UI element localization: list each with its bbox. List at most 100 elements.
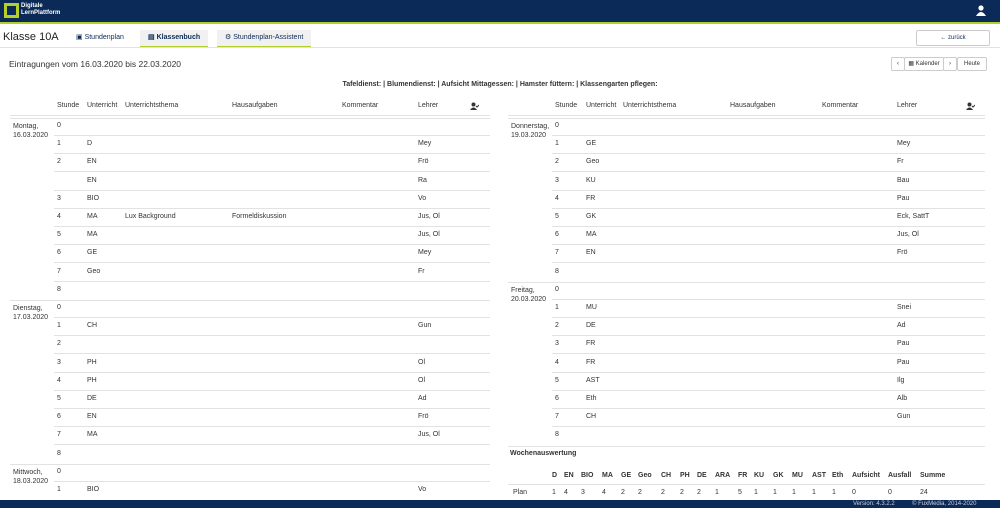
cell-unterricht: DE xyxy=(87,395,97,402)
group-line xyxy=(508,281,985,283)
column-header: Hausaufgaben xyxy=(232,102,278,109)
back-label: zurück xyxy=(948,35,966,41)
row-line xyxy=(552,226,985,227)
summary-value: 1 xyxy=(812,488,816,496)
cell-unterricht: GE xyxy=(586,140,597,148)
cell-stunde: 6 xyxy=(57,413,61,421)
tab-icon: ▤ xyxy=(148,34,157,41)
cell-stunde: 2 xyxy=(555,322,559,330)
cell-unterricht: PH xyxy=(87,358,97,366)
summary-header: MU xyxy=(792,471,803,479)
cell-unterricht: Eth xyxy=(586,395,597,402)
version: Version: 4.3.2.2 xyxy=(853,501,895,507)
next-button[interactable]: › xyxy=(943,57,957,71)
cell-lehrer: Frö xyxy=(897,249,908,257)
summary-header: DE xyxy=(697,471,707,479)
cell-unterricht: FR xyxy=(586,194,596,202)
summary-header: FR xyxy=(738,471,748,479)
cell-stunde: 7 xyxy=(57,431,61,439)
summary-header: EN xyxy=(564,471,574,479)
summary-value: 2 xyxy=(621,488,625,496)
cell-stunde: 0 xyxy=(555,285,559,293)
row-line xyxy=(54,262,490,264)
row-line xyxy=(54,371,490,373)
cell-stunde: 1 xyxy=(555,140,559,148)
cell-unterricht: Geo xyxy=(586,158,600,166)
column-header: Unterricht xyxy=(87,102,118,109)
cell-lehrer: Mey xyxy=(418,249,432,257)
cell-unterricht: EN xyxy=(87,158,97,166)
summary-header: Summe xyxy=(920,471,946,479)
logo-text[interactable]: Digitale LernPlattform xyxy=(21,3,60,17)
summary-title: Wochenauswertung xyxy=(510,449,577,457)
summary-header: Geo xyxy=(638,471,652,479)
summary-value: 1 xyxy=(754,488,758,496)
column-header: Lehrer xyxy=(418,102,439,109)
summary-header: MA xyxy=(602,471,613,479)
day-label: Mittwoch, 18.03.2020 xyxy=(13,468,49,485)
summary-header: CH xyxy=(661,471,672,479)
cell-unterricht: CH xyxy=(87,322,98,330)
teacher-icon xyxy=(966,102,976,112)
column-header: Kommentar xyxy=(342,102,379,109)
day-label: Dienstag, 17.03.2020 xyxy=(13,305,49,321)
cell-stunde: 8 xyxy=(57,285,61,293)
summary-value: 5 xyxy=(738,488,742,496)
row-line xyxy=(552,317,985,318)
cell-lehrer: Vo xyxy=(418,194,427,202)
cell-stunde: 8 xyxy=(555,267,559,275)
cell-lehrer: Pau xyxy=(897,358,910,366)
footer: Version: 4.3.2.2 © FuxMedia, 2014-2020 xyxy=(0,500,1000,508)
row-line xyxy=(54,426,490,428)
summary-value: 2 xyxy=(680,488,684,496)
cell-stunde: 0 xyxy=(57,304,61,311)
cell-stunde: 5 xyxy=(555,376,559,384)
row-line xyxy=(552,389,985,391)
column-header: Hausaufgaben xyxy=(730,102,776,109)
group-line xyxy=(10,118,490,119)
cell-lehrer: Eck, SattT xyxy=(897,213,930,220)
row-line xyxy=(54,408,490,409)
summary-value: 4 xyxy=(564,488,568,496)
cell-lehrer: Fr xyxy=(897,158,904,166)
cell-stunde: 0 xyxy=(57,467,61,475)
group-line xyxy=(10,463,490,465)
cell-stunde: 3 xyxy=(57,194,61,202)
tab[interactable]: ▣ Stundenplan xyxy=(68,30,132,46)
cell-stunde: 5 xyxy=(57,395,61,402)
cell-lehrer: Jus, Ol xyxy=(897,231,919,239)
cell-stunde: 2 xyxy=(57,158,61,166)
row-line xyxy=(552,335,985,337)
cell-lehrer: Jus, Ol xyxy=(418,213,440,220)
row-line xyxy=(552,371,985,373)
cell-unterricht: EN xyxy=(87,413,97,421)
column-header: Lehrer xyxy=(897,102,918,109)
logo-icon[interactable] xyxy=(4,3,19,18)
today-button[interactable]: Heute xyxy=(957,57,987,71)
user-icon[interactable] xyxy=(976,5,986,16)
summary-header: PH xyxy=(680,471,690,479)
calendar-button[interactable]: ▦ Kalender xyxy=(904,57,944,71)
cell-unterricht: EN xyxy=(586,249,596,257)
summary-value: 0 xyxy=(852,488,856,496)
row-line xyxy=(552,426,985,428)
cell-lehrer: Pau xyxy=(897,194,910,202)
back-button[interactable]: ← zurück xyxy=(916,30,990,46)
row-line xyxy=(54,444,490,446)
row-line xyxy=(54,280,490,282)
cell-stunde: 6 xyxy=(555,395,559,402)
cell-unterricht: GK xyxy=(586,213,597,220)
column-header: Stunde xyxy=(57,102,80,109)
row-line xyxy=(54,135,490,136)
cell-stunde: 1 xyxy=(555,304,559,311)
cell-stunde: 2 xyxy=(555,158,559,166)
cell-stunde: 7 xyxy=(57,267,61,275)
cell-stunde: 3 xyxy=(555,340,559,348)
cell-stunde: 5 xyxy=(57,231,61,239)
copyright: © FuxMedia, 2014-2020 xyxy=(912,501,977,507)
summary-row-label: Plan xyxy=(513,488,528,496)
cell-stunde: 8 xyxy=(555,431,559,439)
day-label: Donnerstag, 19.03.2020 xyxy=(511,123,550,139)
row-line xyxy=(552,244,985,246)
row-line xyxy=(54,153,490,155)
